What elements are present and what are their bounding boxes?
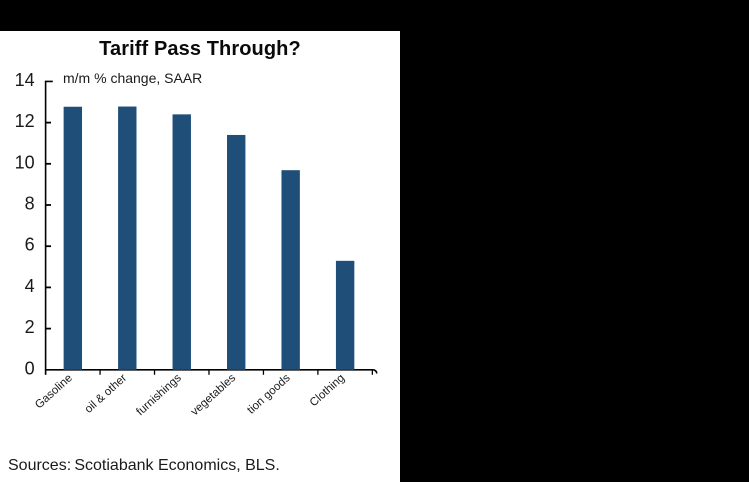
- svg-text:8: 8: [25, 194, 35, 214]
- svg-text:2: 2: [25, 317, 35, 337]
- svg-text:furnishings: furnishings: [134, 372, 184, 418]
- svg-text:vegetables: vegetables: [189, 372, 239, 418]
- svg-text:0: 0: [25, 358, 35, 378]
- svg-text:4: 4: [25, 276, 35, 296]
- svg-text:Gasoline: Gasoline: [33, 372, 75, 411]
- svg-text:10: 10: [15, 152, 35, 172]
- svg-text:oil & other: oil & other: [83, 372, 130, 416]
- svg-text:12: 12: [15, 111, 35, 131]
- svg-text:tion goods: tion goods: [245, 372, 293, 417]
- svg-text:Clothing: Clothing: [308, 372, 347, 409]
- svg-text:14: 14: [15, 70, 35, 90]
- svg-text:6: 6: [25, 235, 35, 255]
